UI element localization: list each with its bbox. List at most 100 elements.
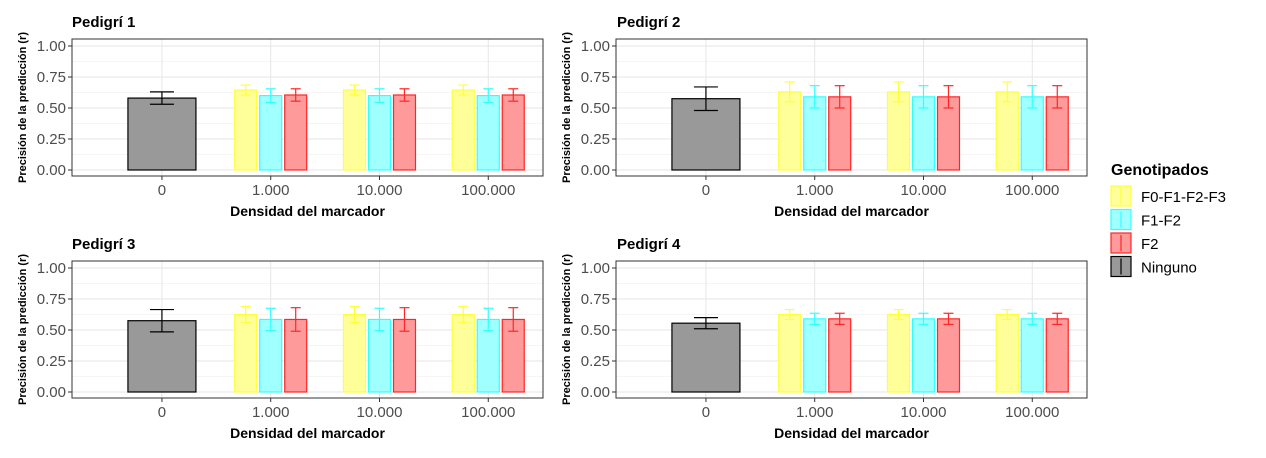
y-tick-label: 0.50	[581, 322, 610, 339]
plot-border	[71, 38, 544, 177]
error-bar	[893, 308, 904, 321]
bar-f0-f1-f2-f3	[778, 313, 802, 393]
bar-f0-f1-f2-f3	[342, 89, 367, 171]
legend-label: Ninguno	[1141, 260, 1197, 277]
y-tick-label: 1.00	[581, 260, 610, 277]
y-tick-label: 0.50	[37, 100, 66, 117]
bar-f0-f1-f2-f3	[451, 89, 475, 171]
error-bar	[943, 312, 954, 326]
x-axis-title: Densidad del marcador	[774, 203, 929, 219]
error-bar	[399, 88, 410, 102]
y-tick-label: 1.00	[37, 260, 66, 277]
legend-label: F1-F2	[1141, 213, 1181, 230]
x-tick-label: 0	[702, 404, 710, 421]
y-tick-label: 0.25	[37, 131, 66, 148]
error-bar	[265, 307, 276, 332]
bar-f2	[284, 94, 308, 171]
y-tick-label: 0.25	[37, 353, 66, 370]
y-tick-label: 0.25	[581, 131, 610, 148]
y-tick-label: 0.00	[581, 384, 610, 401]
y-tick-label: 0.50	[581, 100, 610, 117]
error-bar	[349, 305, 360, 324]
y-tick-label: 0.75	[37, 291, 66, 308]
error-bar	[918, 312, 929, 326]
x-tick-label: 1.000	[252, 182, 290, 199]
error-bar	[399, 307, 410, 332]
bar-f2	[936, 318, 961, 393]
error-bar	[240, 84, 251, 96]
x-axis-title: Densidad del marcador	[230, 203, 385, 219]
bar-f2	[1045, 318, 1069, 393]
bar-f1-f2	[259, 94, 283, 171]
x-tick-label: 1.000	[796, 182, 834, 199]
x-axis-title: Densidad del marcador	[774, 425, 929, 441]
plot-border	[615, 38, 1088, 177]
chart-panel: 0.000.250.500.751.000 1.000 10.000 100.000P…	[17, 236, 544, 441]
error-bar	[1002, 308, 1013, 321]
error-bar	[943, 85, 954, 109]
error-bar	[1052, 312, 1063, 326]
legend-item: F0-F1-F2-F3	[1110, 185, 1226, 207]
bar-f0-f1-f2-f3	[342, 313, 367, 393]
chart-panel: 0.000.250.500.751.000 1.000 10.000 100.000P…	[561, 14, 1088, 219]
error-bar	[1027, 312, 1038, 326]
x-tick-label: 10.000	[901, 182, 947, 199]
y-tick-label: 0.00	[37, 162, 66, 179]
y-axis-title: Precisión de la predicción (r)	[17, 254, 29, 405]
x-axis-title: Densidad del marcador	[230, 425, 385, 441]
x-tick-label: 0	[702, 182, 710, 199]
bar-f0-f1-f2-f3	[234, 89, 258, 171]
error-bar	[149, 308, 174, 333]
y-tick-label: 0.00	[37, 384, 66, 401]
bar-f2	[501, 94, 525, 171]
error-bar	[809, 85, 820, 109]
panel-title: Pedigrí 3	[72, 236, 135, 253]
error-bar	[893, 81, 904, 103]
bar-f0-f1-f2-f3	[778, 91, 802, 171]
panel-title: Pedigrí 2	[617, 14, 680, 31]
legend-item: F1-F2	[1110, 208, 1181, 231]
error-bar	[784, 81, 795, 103]
error-bar	[508, 88, 519, 102]
legend-item: F2	[1110, 232, 1159, 254]
error-bar	[918, 85, 929, 109]
y-axis-title: Precisión de la predicción (r)	[561, 254, 573, 405]
x-tick-label: 0	[158, 404, 166, 421]
error-bar	[265, 88, 276, 104]
x-tick-label: 10.000	[357, 404, 403, 421]
error-bar	[349, 84, 360, 96]
error-bar	[834, 85, 845, 109]
error-bar	[149, 91, 174, 105]
error-bar	[483, 88, 494, 104]
legend: Genotipados F0-F1-F2-F3 F1-F2 F2 Ninguno	[1110, 162, 1226, 278]
error-bar	[784, 308, 795, 321]
error-bar	[374, 307, 385, 332]
legend-item: Ninguno	[1110, 255, 1197, 278]
x-tick-label: 100.000	[1005, 404, 1059, 421]
bar-ninguno	[671, 322, 741, 393]
y-axis-title: Precisión de la predicción (r)	[17, 32, 29, 183]
bar-f0-f1-f2-f3	[886, 91, 911, 171]
bar-f0-f1-f2-f3	[995, 91, 1019, 171]
bar-f1-f2	[911, 318, 936, 393]
bar-f1-f2	[367, 94, 392, 171]
plot-border	[615, 260, 1088, 399]
error-bar	[458, 84, 469, 96]
chart-panel: 0.000.250.500.751.000 1.000 10.000 100.000P…	[561, 236, 1088, 441]
x-tick-label: 10.000	[357, 182, 403, 199]
y-axis-title: Precisión de la predicción (r)	[561, 32, 573, 183]
error-bar	[290, 307, 301, 332]
chart-panels: 0.000.250.500.751.000 1.000 10.000 100.000P…	[17, 14, 1088, 441]
error-bar	[834, 312, 845, 326]
error-bar	[693, 86, 718, 112]
legend-label: F0-F1-F2-F3	[1141, 189, 1226, 206]
error-bar	[374, 88, 385, 104]
error-bar	[508, 307, 519, 332]
y-tick-label: 0.75	[37, 69, 66, 86]
error-bar	[1002, 81, 1013, 103]
y-tick-label: 0.75	[581, 291, 610, 308]
y-tick-label: 0.00	[581, 162, 610, 179]
x-tick-label: 100.000	[461, 404, 515, 421]
legend-title: Genotipados	[1111, 162, 1209, 179]
error-bar	[290, 88, 301, 102]
